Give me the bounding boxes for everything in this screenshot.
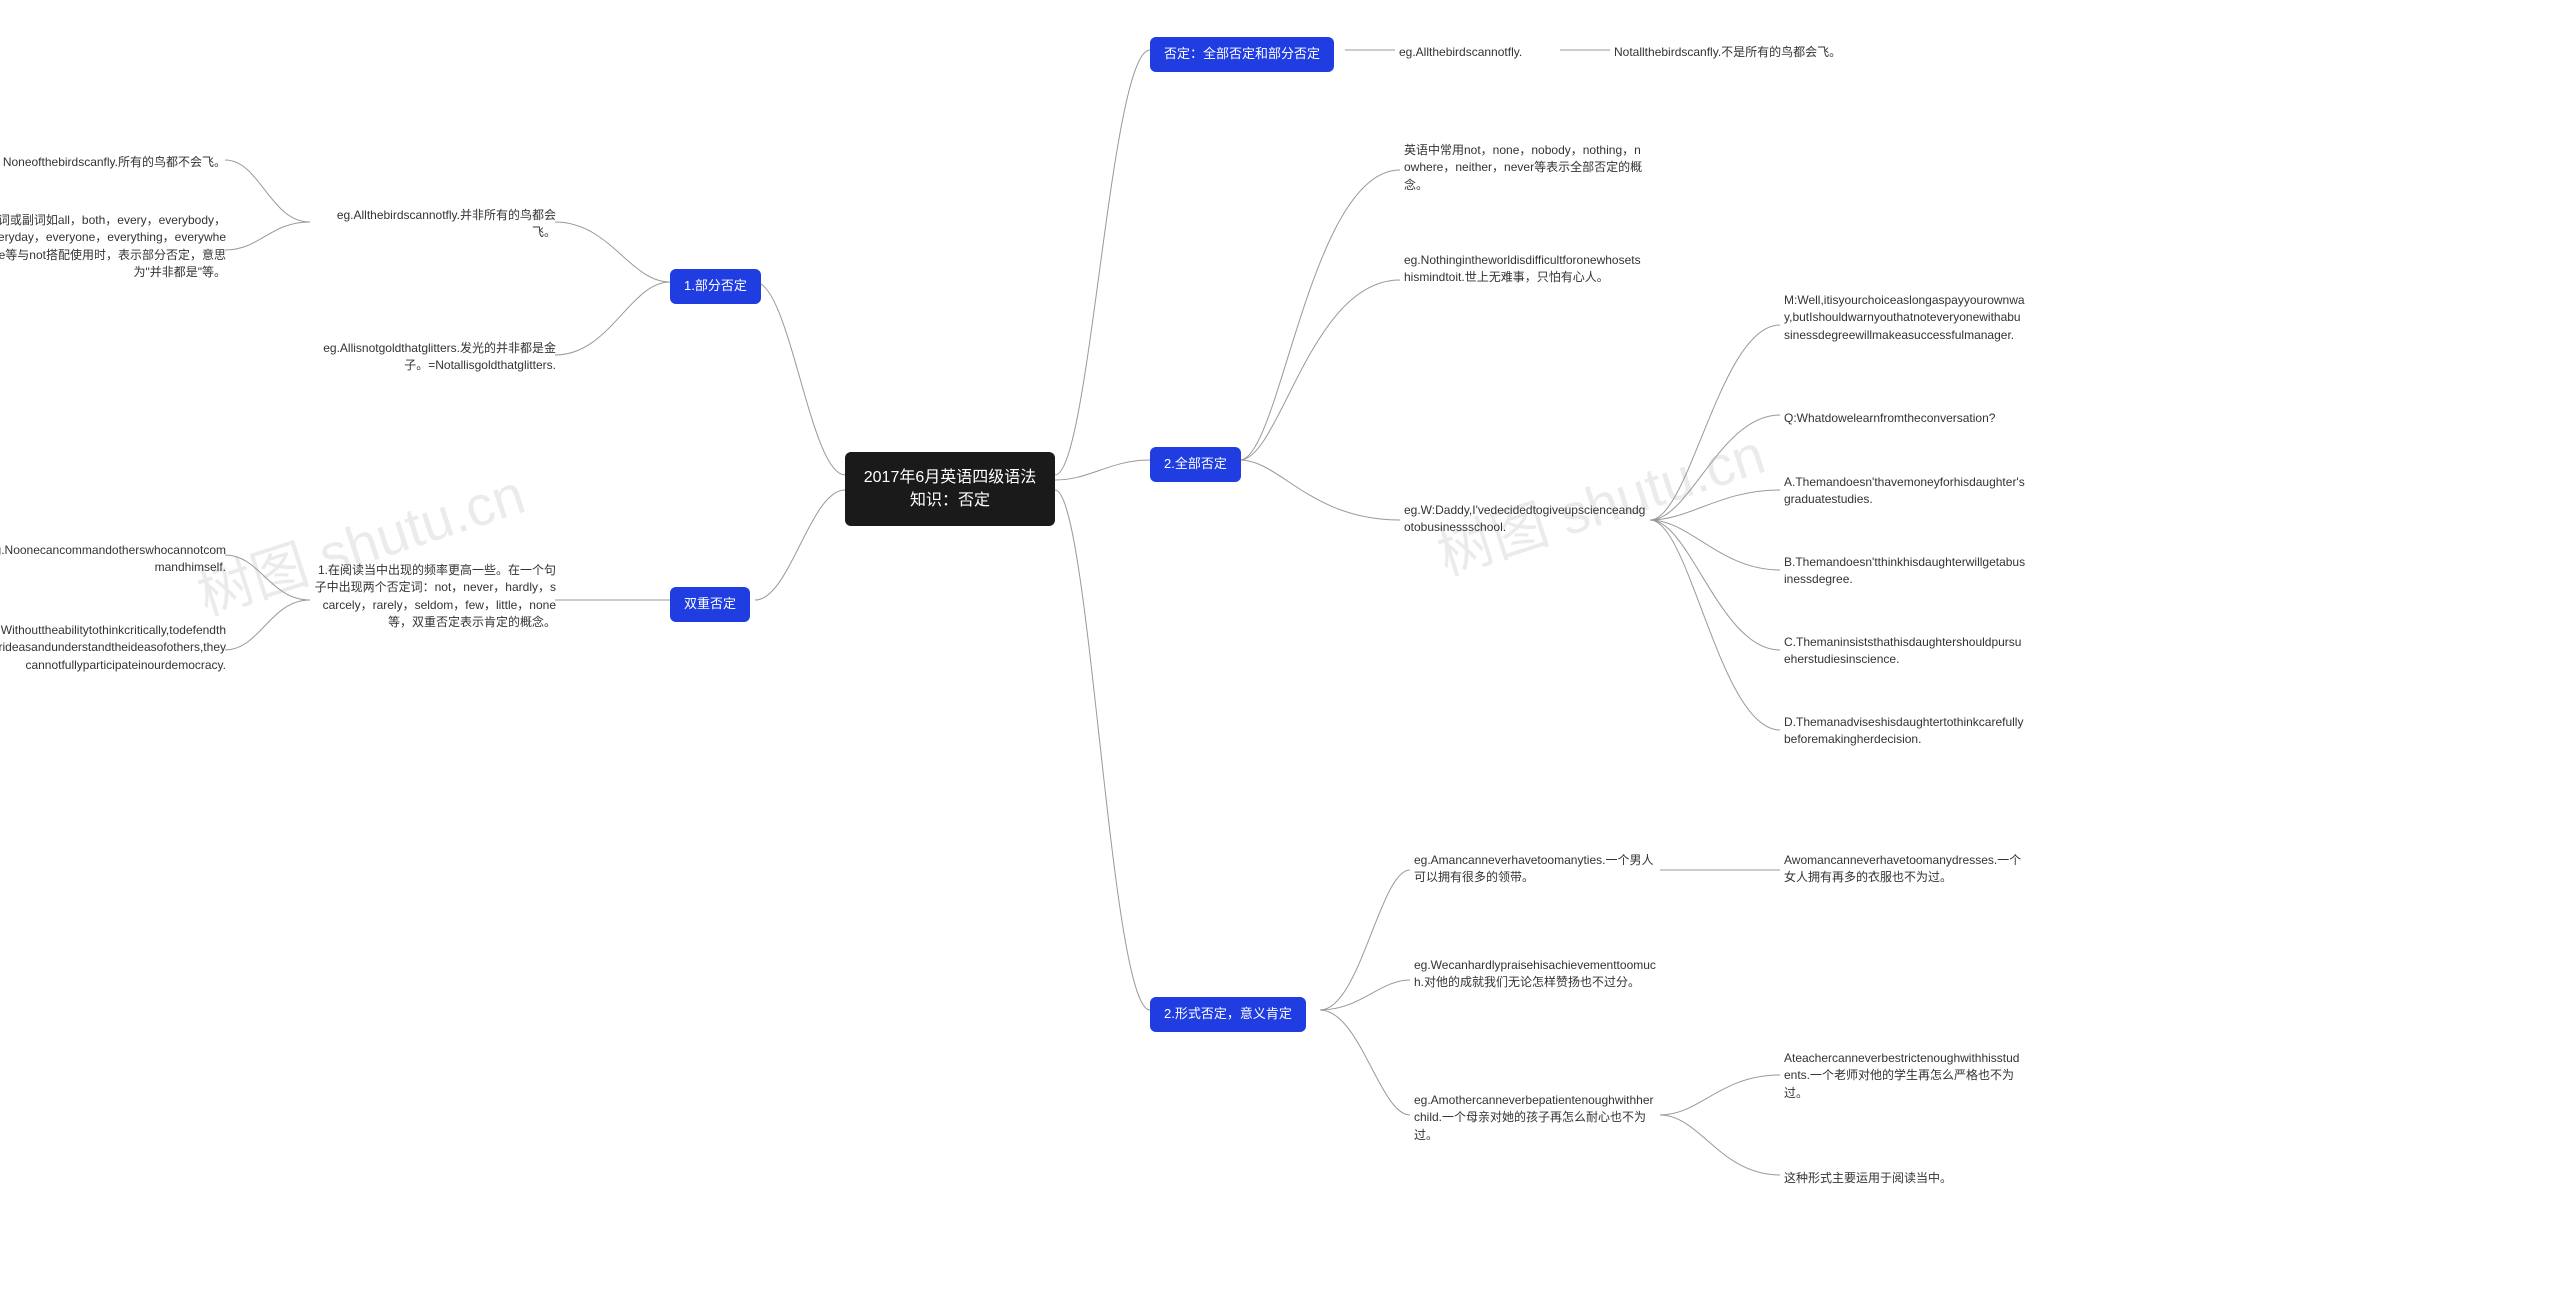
leaf-text: eg.Wecanhardlypraisehisachievementtoomuc… [1410, 955, 1660, 994]
branch-form-negation: 2.形式否定，意义肯定 [1150, 997, 1306, 1032]
leaf-text: eg.Withouttheabilitytothinkcritically,to… [0, 620, 230, 676]
root-line1: 2017年6月英语四级语法 [864, 469, 1037, 486]
leaf-text: eg.Amothercanneverbepatientenoughwithher… [1410, 1090, 1660, 1146]
leaf-text: 代词或副词如all，both，every，everybody，everyday，… [0, 210, 230, 284]
root-node: 2017年6月英语四级语法 知识：否定 [845, 452, 1055, 526]
leaf-text: 英语中常用not，none，nobody，nothing，nowhere，nei… [1400, 140, 1650, 196]
leaf-text: eg.Allisnotgoldthatglitters.发光的并非都是金子。=N… [310, 338, 560, 377]
leaf-text: A.Themandoesn'thavemoneyforhisdaughter's… [1780, 472, 2030, 511]
branch-double-negation: 双重否定 [670, 587, 750, 622]
branch-total-negation: 2.全部否定 [1150, 447, 1241, 482]
leaf-text: Ateachercanneverbestrictenoughwithhisstu… [1780, 1048, 2030, 1104]
root-line2: 知识：否定 [910, 492, 990, 509]
leaf-text: eg.W:Daddy,I'vedecidedtogiveupscienceand… [1400, 500, 1650, 539]
leaf-text: M:Well,itisyourchoiceaslongaspayyourownw… [1780, 290, 2030, 346]
leaf-text: eg.Allthebirdscannotfly.并非所有的鸟都会飞。 [310, 205, 560, 244]
leaf-text: 1.在阅读当中出现的频率更高一些。在一个句子中出现两个否定词：not，never… [310, 560, 560, 634]
leaf-text: B.Themandoesn'tthinkhisdaughterwillgetab… [1780, 552, 2030, 591]
leaf-text: eg.Noonecancommandotherswhocannotcommand… [0, 540, 230, 579]
leaf-text: Notallthebirdscanfly.不是所有的鸟都会飞。 [1610, 42, 1910, 63]
leaf-text: Awomancanneverhavetoomanydresses.一个女人拥有再… [1780, 850, 2030, 889]
leaf-text: eg.Amancanneverhavetoomanyties.一个男人可以拥有很… [1410, 850, 1660, 889]
connector-layer [0, 0, 2560, 1295]
branch-negation-types: 否定：全部否定和部分否定 [1150, 37, 1334, 72]
leaf-text: Noneofthebirdscanfly.所有的鸟都不会飞。 [0, 152, 230, 173]
leaf-text: Q:Whatdowelearnfromtheconversation? [1780, 408, 2030, 429]
leaf-text: eg.Allthebirdscannotfly. [1395, 42, 1565, 63]
leaf-text: D.Themanadviseshisdaughtertothinkcareful… [1780, 712, 2030, 751]
leaf-text: eg.Nothingintheworldisdifficultforonewho… [1400, 250, 1650, 289]
leaf-text: 这种形式主要运用于阅读当中。 [1780, 1168, 2030, 1189]
branch-partial-negation: 1.部分否定 [670, 269, 761, 304]
leaf-text: C.Themaninsiststhathisdaughtershouldpurs… [1780, 632, 2030, 671]
